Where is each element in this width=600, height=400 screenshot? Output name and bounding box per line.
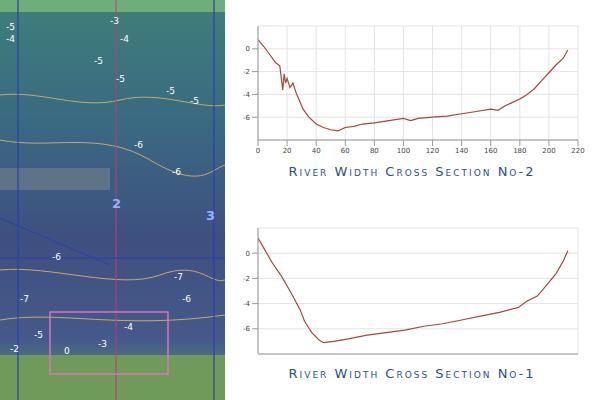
- svg-text:-6: -6: [172, 167, 181, 177]
- svg-text:-4: -4: [243, 300, 251, 308]
- svg-text:-4: -4: [243, 91, 251, 99]
- svg-text:-6: -6: [52, 252, 61, 262]
- svg-text:3: 3: [206, 208, 215, 223]
- svg-text:-7: -7: [20, 294, 29, 304]
- svg-text:2: 2: [112, 196, 121, 211]
- svg-text:60: 60: [341, 147, 350, 155]
- svg-text:-5: -5: [34, 330, 43, 340]
- svg-text:-4: -4: [120, 34, 129, 44]
- svg-text:-5: -5: [94, 56, 103, 66]
- html-text:River Width Cross Section No-2: River Width Cross Section No-2: [288, 164, 536, 179]
- svg-text:-5: -5: [190, 96, 199, 106]
- svg-text:40: 40: [312, 147, 321, 155]
- svg-text:0: 0: [256, 147, 260, 155]
- svg-text:-5: -5: [166, 86, 175, 96]
- svg-text:180: 180: [513, 147, 526, 155]
- svg-text:-6: -6: [243, 325, 251, 333]
- svg-text:-2: -2: [243, 275, 250, 283]
- svg-text:120: 120: [426, 147, 439, 155]
- svg-text:200: 200: [542, 147, 555, 155]
- svg-text:-4: -4: [6, 34, 15, 44]
- svg-text:-4: -4: [124, 322, 133, 332]
- svg-text:-3: -3: [110, 16, 119, 26]
- svg-text:-6: -6: [243, 114, 251, 122]
- svg-text:160: 160: [484, 147, 497, 155]
- svg-text:-5: -5: [116, 74, 125, 84]
- svg-text:-3: -3: [98, 339, 107, 349]
- svg-text:-2: -2: [10, 344, 19, 354]
- svg-text:80: 80: [370, 147, 379, 155]
- svg-text:20: 20: [283, 147, 292, 155]
- svg-text:0: 0: [246, 45, 250, 53]
- svg-text:0: 0: [64, 346, 70, 356]
- svg-text:-6: -6: [134, 140, 143, 150]
- svg-text:0: 0: [246, 250, 250, 258]
- svg-text:-2: -2: [243, 68, 250, 76]
- svg-text:220: 220: [571, 147, 584, 155]
- svg-text:-6: -6: [182, 294, 191, 304]
- html-text:River Width Cross Section No-1: River Width Cross Section No-1: [288, 366, 536, 381]
- svg-text:-5: -5: [6, 22, 15, 32]
- svg-text:-7: -7: [174, 272, 183, 282]
- svg-text:100: 100: [397, 147, 410, 155]
- svg-text:140: 140: [455, 147, 468, 155]
